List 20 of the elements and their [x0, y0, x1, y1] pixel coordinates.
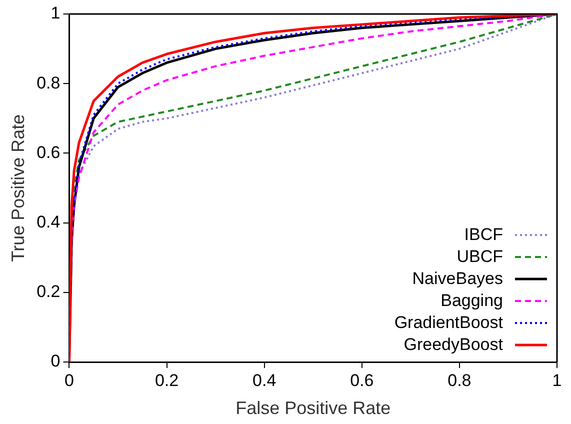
y-tick-label: 0 [50, 352, 60, 371]
y-tick-label: 0.4 [36, 212, 60, 232]
y-tick-label: 0.6 [36, 142, 60, 162]
legend-label: NaiveBayes [412, 268, 503, 290]
x-tick-label: 1 [552, 370, 562, 390]
y-axis-title: True Positive Rate [8, 114, 28, 262]
x-tick-label: 0.6 [350, 370, 374, 390]
legend-label: GradientBoost [394, 312, 503, 334]
x-tick-label: 0.8 [448, 370, 472, 390]
x-axis-title: False Positive Rate [236, 398, 391, 418]
legend-label: IBCF [464, 224, 503, 246]
legend-label: GreedyBoost [404, 334, 503, 356]
legend-label: UBCF [456, 246, 503, 268]
x-tick-label: 0 [64, 370, 74, 390]
y-tick-label: 1 [50, 4, 60, 23]
y-tick-label: 0.2 [36, 282, 60, 302]
x-tick-label: 0.2 [154, 370, 179, 390]
legend-label: Bagging [440, 290, 503, 312]
x-tick-label: 0.4 [252, 370, 276, 390]
y-tick-label: 0.8 [36, 73, 60, 92]
